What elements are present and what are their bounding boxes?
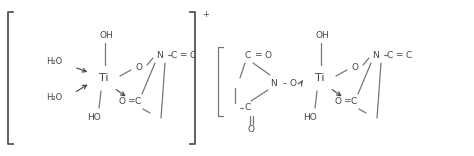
Text: =: = xyxy=(395,51,403,59)
Text: Ti: Ti xyxy=(99,73,109,83)
Text: OH: OH xyxy=(315,31,329,39)
Text: N: N xyxy=(373,51,379,59)
Text: O: O xyxy=(335,97,341,105)
Text: C: C xyxy=(406,51,412,59)
Text: HO: HO xyxy=(87,114,101,122)
Text: OH: OH xyxy=(99,31,113,39)
Text: HO: HO xyxy=(303,114,317,122)
Text: =: = xyxy=(254,51,262,59)
Text: N: N xyxy=(156,51,164,59)
Text: C: C xyxy=(171,51,177,59)
Text: N: N xyxy=(271,78,277,88)
Text: =: = xyxy=(127,97,135,105)
Text: C: C xyxy=(190,51,196,59)
Text: O: O xyxy=(136,63,143,73)
Text: Ti: Ti xyxy=(315,73,325,83)
Text: -: - xyxy=(282,78,286,88)
Text: O: O xyxy=(290,78,297,88)
Text: C: C xyxy=(387,51,393,59)
Text: C: C xyxy=(245,103,251,112)
Text: O: O xyxy=(118,97,126,105)
Text: +: + xyxy=(202,10,209,19)
Text: O: O xyxy=(264,51,272,59)
Text: O: O xyxy=(352,63,358,73)
Text: H₂O: H₂O xyxy=(46,93,62,102)
Text: =: = xyxy=(179,51,187,59)
Text: =: = xyxy=(343,97,351,105)
Text: C: C xyxy=(245,51,251,59)
Text: C: C xyxy=(351,97,357,105)
Text: H₂O: H₂O xyxy=(46,58,62,66)
Text: O: O xyxy=(247,125,255,134)
Text: C: C xyxy=(135,97,141,105)
